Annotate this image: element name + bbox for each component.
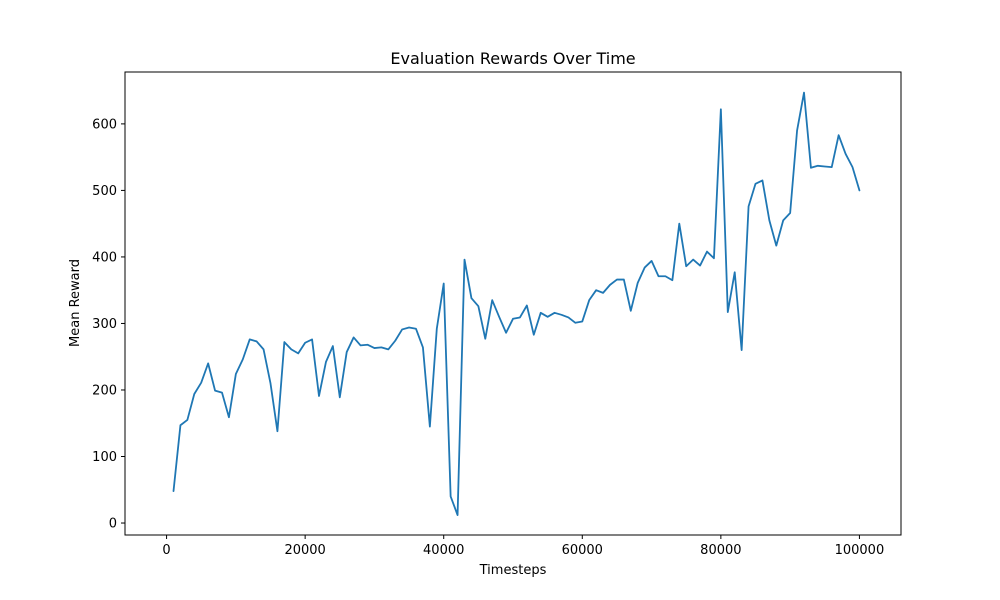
y-tick-label: 300: [92, 317, 117, 332]
y-tick-label: 600: [92, 117, 117, 132]
series-line: [172, 91, 861, 516]
y-axis-title: Mean Reward: [68, 259, 83, 347]
y-tick-label: 100: [92, 450, 117, 465]
x-tick-label: 60000: [562, 543, 603, 558]
ticks-layer: 0 20000 40000 60000 80000 100000 0 100 200 300 400…: [92, 117, 884, 558]
chart-title: Evaluation Rewards Over Time: [390, 49, 635, 68]
y-tick-label: 500: [92, 184, 117, 199]
x-tick-label: 100000: [835, 543, 885, 558]
y-tick-label: 400: [92, 250, 117, 265]
plot-frame: [124, 71, 902, 536]
x-tick-label: 40000: [423, 543, 464, 558]
x-axis-title: Timesteps: [479, 563, 547, 578]
y-tick-label: 200: [92, 383, 117, 398]
x-tick-label: 80000: [700, 543, 741, 558]
y-tick-label: 0: [109, 517, 117, 532]
x-tick-label: 20000: [284, 543, 325, 558]
x-tick-label: 0: [162, 543, 170, 558]
